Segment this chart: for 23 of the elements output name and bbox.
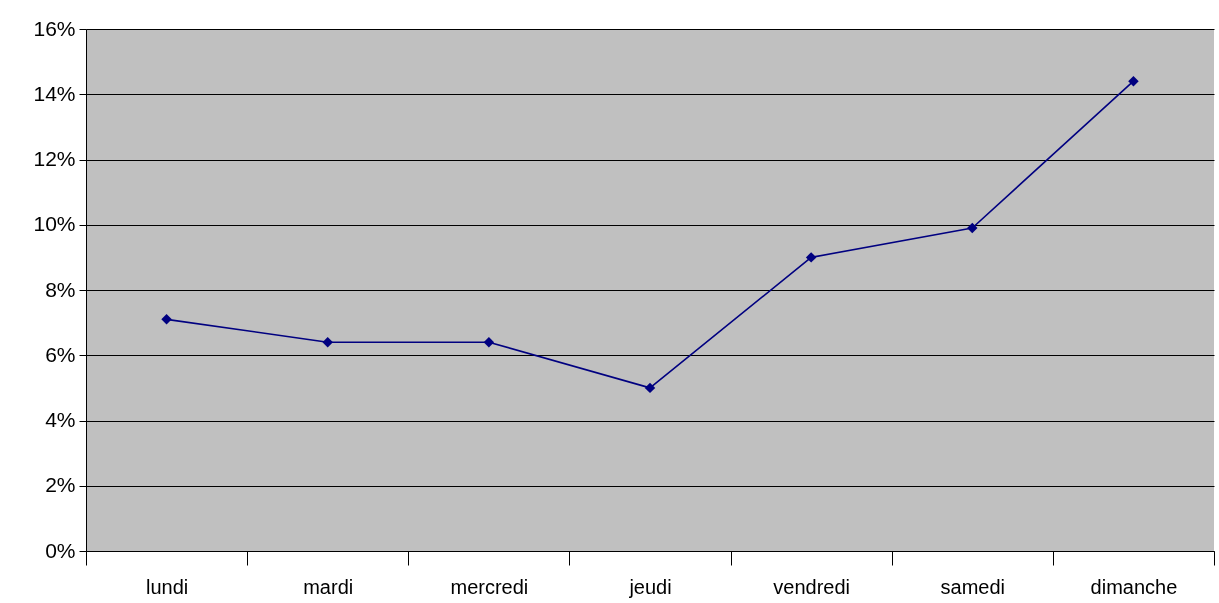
x-tick-label: mardi	[303, 575, 354, 598]
x-tick-label: vendredi	[773, 575, 850, 598]
point	[161, 314, 172, 325]
y-tick-label: 10%	[33, 212, 76, 236]
point	[483, 336, 495, 348]
x-tick-label: mercredi	[450, 575, 529, 598]
x-tick-label: lundi	[145, 575, 189, 598]
x-tick-label: jeudi	[628, 575, 672, 598]
y-tick-label: 14%	[33, 81, 76, 105]
y-tick-label: 12%	[33, 147, 76, 170]
y-tick-label: 8%	[45, 277, 76, 301]
y-tick-label: 4%	[45, 408, 76, 431]
x-tick-label: dimanche	[1090, 575, 1178, 598]
x-tick-label: samedi	[940, 575, 1006, 598]
point	[644, 382, 656, 394]
point	[322, 336, 333, 348]
point	[805, 252, 817, 263]
y-tick-label: 6%	[45, 342, 76, 366]
y-tick-label: 2%	[45, 473, 76, 497]
y-tick-label: 0%	[45, 538, 76, 562]
point	[967, 222, 978, 234]
y-tick-label: 16%	[33, 16, 76, 40]
point	[1128, 75, 1139, 87]
